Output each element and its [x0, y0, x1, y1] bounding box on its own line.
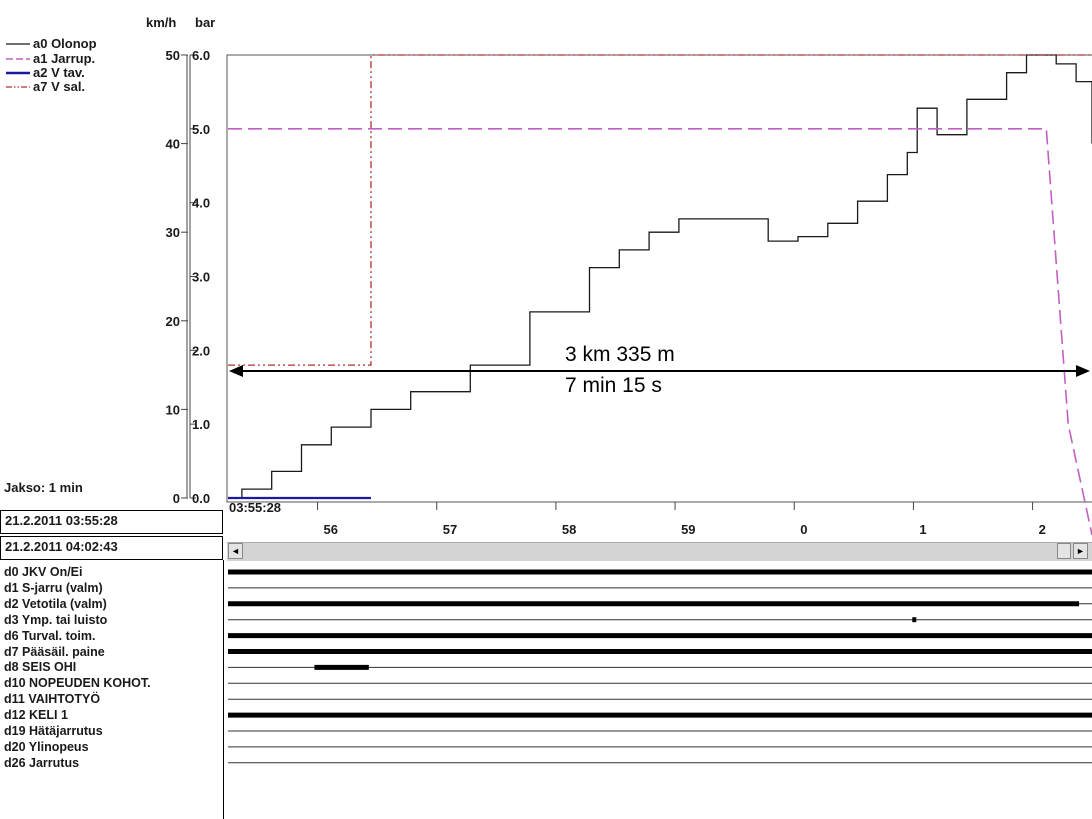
digital-channel-label: d26 Jarrutus: [4, 755, 80, 770]
period-label: Jakso: 1 min: [4, 480, 83, 495]
speed-tick-label: 50: [166, 48, 180, 63]
legend-label-a1: a1 Jarrup.: [33, 51, 96, 66]
distance-annotation: [229, 365, 1090, 377]
digital-channel-label: d10 NOPEUDEN KOHOT.: [4, 676, 151, 691]
plot-frame: [226, 54, 1092, 503]
pressure-tick-label: 5.0: [192, 122, 210, 137]
series-line-a0: [228, 54, 1092, 499]
start-time-text: 21.2.2011 03:55:28: [5, 513, 118, 528]
speed-axis-unit: km/h: [146, 15, 177, 30]
time-scrollbar[interactable]: [227, 542, 1092, 561]
pressure-tick-label: 3.0: [192, 270, 210, 285]
annotation-distance: 3 km 335 m: [565, 343, 675, 366]
time-tick-label: 57: [443, 522, 457, 537]
distance-arrow-left-head: [229, 365, 243, 377]
digital-channel-label: d19 Hätäjarrutus: [4, 724, 103, 738]
pressure-tick-label: 6.0: [192, 48, 210, 63]
digital-channel-label: d12 KELI 1: [4, 708, 68, 723]
scroll-thumb[interactable]: [1057, 543, 1071, 559]
pressure-tick-label: 1.0: [192, 417, 210, 432]
pressure-tick-label: 2.0: [192, 343, 210, 358]
pressure-tick-label: 0.0: [192, 491, 210, 506]
legend-swatches: [6, 43, 30, 75]
series-lines: [228, 54, 1092, 536]
speed-tick-label: 40: [166, 137, 180, 152]
distance-arrow-right-head: [1076, 365, 1090, 377]
digital-channel-label: d0 JKV On/Ei: [4, 565, 83, 579]
start-time-box: 21.2.2011 03:55:28: [0, 510, 223, 534]
scroll-left-button[interactable]: ◄: [228, 543, 243, 559]
digital-channel-label: d6 Turval. toim.: [4, 628, 96, 643]
time-tick-label: 58: [562, 522, 576, 537]
legend-label-a2: a2 V tav.: [33, 65, 85, 80]
time-tick-label: 56: [324, 522, 338, 537]
legend-swatch-a7-wrap: [6, 86, 30, 88]
digital-channel-label: d11 VAIHTOTYÖ: [4, 692, 101, 707]
start-time-label: 03:55:28: [229, 500, 282, 515]
digital-channel-label: d7 Pääsäil. paine: [4, 644, 105, 659]
pressure-axis-unit: bar: [195, 15, 216, 30]
speed-tick-label: 0: [173, 491, 180, 506]
end-time-text: 21.2.2011 04:02:43: [5, 539, 118, 554]
digital-channel-label: d3 Ymp. tai luisto: [4, 612, 108, 627]
legend-label-a7: a7 V sal.: [33, 79, 86, 94]
digital-channel-label: d1 S-jarru (valm): [4, 580, 103, 595]
time-tick-label: 59: [681, 522, 695, 537]
speed-tick-label: 20: [166, 314, 180, 329]
digital-channel-label: d20 Ylinopeus: [4, 739, 89, 754]
time-tick-label: 0: [800, 522, 807, 537]
speed-tick-label: 30: [166, 225, 180, 240]
series-line-a1: [228, 128, 1092, 536]
legend-label-a0: a0 Olonop: [33, 36, 97, 51]
annotation-duration: 7 min 15 s: [565, 374, 662, 397]
speed-tick-label: 10: [166, 402, 180, 417]
pressure-tick-label: 4.0: [192, 196, 210, 211]
time-tick-label: 1: [919, 522, 926, 537]
series-line-a7: [228, 54, 1092, 366]
digital-channel-label: d2 Vetotila (valm): [4, 596, 107, 611]
time-tick-label: 2: [1039, 522, 1046, 537]
scroll-right-button[interactable]: ►: [1073, 543, 1088, 559]
end-time-box: 21.2.2011 04:02:43: [0, 536, 223, 560]
digital-panel-separator: [223, 560, 224, 819]
digital-channel-label: d8 SEIS OHI: [4, 660, 77, 675]
